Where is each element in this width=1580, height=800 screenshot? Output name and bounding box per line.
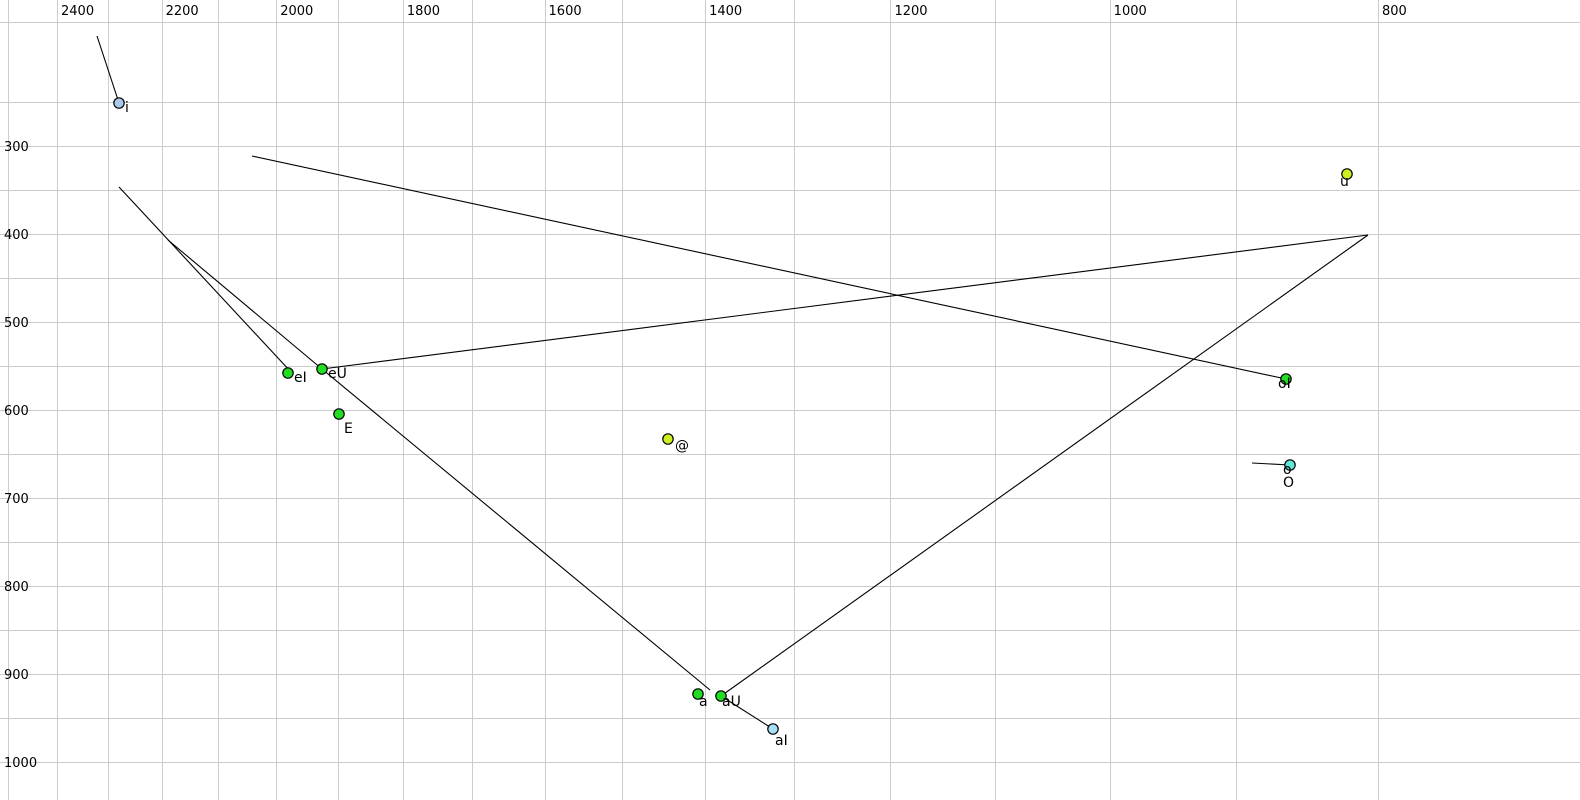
trajectory-lines [96, 35, 1369, 730]
i-trajectory [96, 35, 120, 104]
vowel-point-eU[interactable] [316, 363, 328, 375]
y-tick-label-800: 800 [4, 580, 29, 595]
horizontal-gridlines [0, 22, 1580, 763]
eU-offglide [251, 155, 1287, 380]
x-tick-label-1600: 1600 [549, 4, 582, 19]
eU-trajectory [167, 239, 711, 691]
vowel-label-@: @ [675, 438, 689, 454]
y-axis-tick-labels: 300 400 500 600 700 800 900 1000 [4, 140, 37, 771]
aU-offglide [720, 234, 1369, 697]
vowel-point-oI[interactable] [1280, 373, 1292, 385]
eI-trajectory [118, 186, 292, 373]
x-tick-label-1200: 1200 [894, 4, 927, 19]
y-tick-label-600: 600 [4, 404, 29, 419]
vowel-label-o: o [1283, 462, 1292, 478]
y-tick-label-300: 300 [4, 140, 29, 155]
vowel-point-eI[interactable] [282, 367, 294, 379]
vertical-gridlines [8, 0, 1379, 800]
vowel-label-i: i [125, 100, 129, 116]
vowel-label-eU: eU [328, 366, 347, 382]
vowel-point-u[interactable] [1341, 168, 1353, 180]
vowel-point-aI[interactable] [767, 723, 779, 735]
vowel-label-E: E [344, 421, 353, 437]
y-tick-label-500: 500 [4, 316, 29, 331]
o-trajectory [1251, 462, 1291, 466]
vowel-point-o[interactable] [1284, 459, 1296, 471]
y-tick-label-400: 400 [4, 228, 29, 243]
vowel-label-u: u [1340, 174, 1349, 190]
vowel-points[interactable] [113, 97, 1353, 735]
vowel-label-oI: oI [1278, 376, 1291, 392]
vowel-point-labels: i eI eU E @ a aU aI oI oOu [125, 100, 1349, 749]
vowel-label-aI: aI [775, 733, 788, 749]
aU-trajectory [321, 234, 1369, 370]
vowel-point-i[interactable] [113, 97, 125, 109]
vowel-label-O: O [1283, 475, 1294, 491]
vowel-point-a[interactable] [692, 688, 704, 700]
x-tick-label-2000: 2000 [280, 4, 313, 19]
x-tick-label-2400: 2400 [61, 4, 94, 19]
x-tick-label-1800: 1800 [407, 4, 440, 19]
x-tick-label-1000: 1000 [1114, 4, 1147, 19]
x-axis-tick-labels: 2400 2200 2000 1800 1600 1400 1200 1000 800 [61, 4, 1407, 19]
vowel-point-@[interactable] [662, 433, 674, 445]
y-tick-label-1000: 1000 [4, 756, 37, 771]
x-tick-label-2200: 2200 [166, 4, 199, 19]
vowel-label-eI: eI [294, 370, 307, 386]
vowel-point-aU[interactable] [715, 690, 727, 702]
y-tick-label-900: 900 [4, 668, 29, 683]
vowel-point-E[interactable] [333, 408, 345, 420]
vowel-label-aU: aU [722, 694, 741, 710]
y-tick-label-700: 700 [4, 492, 29, 507]
x-tick-label-800: 800 [1382, 4, 1407, 19]
x-tick-label-1400: 1400 [709, 4, 742, 19]
aI-trajectory [720, 695, 774, 730]
vowel-label-a: a [699, 694, 708, 710]
